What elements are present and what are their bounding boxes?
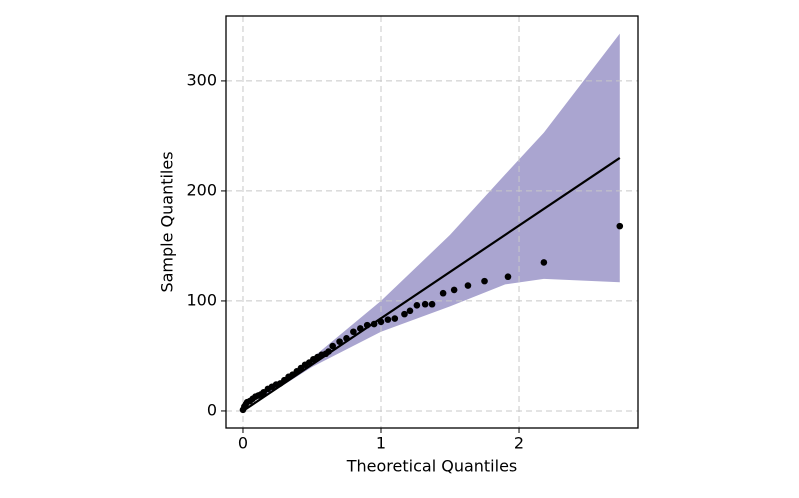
point (504, 273, 512, 281)
point (428, 300, 436, 308)
point (401, 310, 408, 318)
confidence-band (242, 33, 620, 411)
y-axis-label: Sample Quantiles (158, 151, 177, 292)
reference-line (242, 157, 621, 412)
point (421, 300, 429, 308)
point (481, 277, 488, 285)
x-axis-label: Theoretical Quantiles (346, 457, 518, 476)
point (325, 348, 332, 355)
plot-frame (225, 15, 639, 429)
point (616, 222, 624, 230)
x-tick-label: 0 (238, 434, 248, 453)
point (384, 316, 392, 323)
point (540, 259, 548, 266)
point (356, 325, 364, 332)
point (343, 335, 350, 342)
y-tick-label: 200 (186, 180, 217, 199)
x-tick-label: 2 (514, 434, 524, 453)
point (406, 307, 414, 315)
point (329, 342, 336, 350)
point (363, 321, 371, 329)
point (377, 318, 385, 326)
point (391, 315, 399, 322)
y-tick-label: 100 (186, 290, 217, 309)
y-tick-label: 0 (207, 400, 217, 419)
point (464, 282, 472, 289)
point (370, 320, 378, 328)
y-tick-label: 300 (186, 70, 217, 89)
point (350, 328, 357, 336)
point (450, 286, 458, 294)
point (439, 289, 447, 297)
x-tick-label: 1 (376, 434, 386, 453)
point (336, 338, 343, 345)
point (413, 302, 421, 309)
